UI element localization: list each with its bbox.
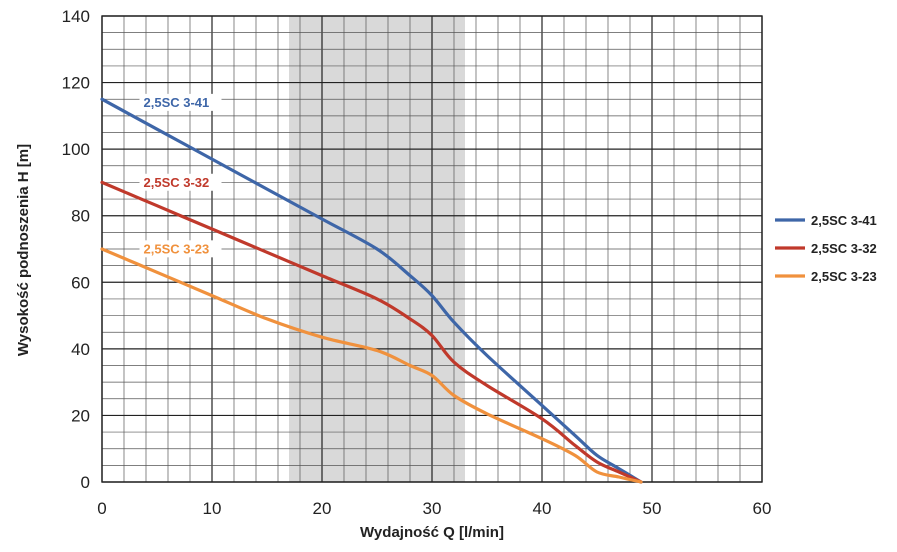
series-line [100,97,643,484]
series-label: 2,5SC 3-32 [144,175,210,190]
x-tick-label: 0 [97,499,106,518]
x-tick-label: 60 [753,499,772,518]
series-label-background [139,240,222,258]
x-tick-label: 40 [533,499,552,518]
y-tick-label: 100 [62,140,90,159]
x-tick-label: 20 [313,499,332,518]
x-axis-label: Wydajność Q [l/min] [360,524,504,541]
y-tick-label: 20 [71,406,90,425]
series-label-background [139,93,222,111]
y-tick-label: 40 [71,340,90,359]
series-label: 2,5SC 3-41 [144,95,210,110]
legend-label: 2,5SC 3-41 [811,213,877,228]
y-tick-label: 0 [81,473,90,492]
legend-label: 2,5SC 3-23 [811,269,877,284]
y-tick-label: 120 [62,74,90,93]
series-label-background [139,173,222,191]
y-tick-label: 80 [71,207,90,226]
x-tick-label: 50 [643,499,662,518]
series-line [100,180,643,484]
y-tick-label: 140 [62,7,90,26]
legend-label: 2,5SC 3-32 [811,241,877,256]
x-tick-label: 10 [203,499,222,518]
series-line [100,247,643,484]
y-tick-label: 60 [71,273,90,292]
series-label: 2,5SC 3-23 [144,241,210,256]
y-axis-label: Wysokość podnoszenia H [m] [15,144,32,356]
x-tick-label: 30 [423,499,442,518]
